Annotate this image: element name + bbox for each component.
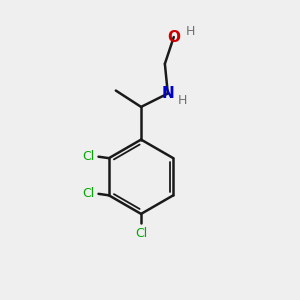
Text: Cl: Cl [82, 150, 94, 163]
Text: N: N [161, 86, 174, 101]
Text: Cl: Cl [82, 187, 94, 200]
Text: H: H [178, 94, 188, 107]
Text: H: H [185, 25, 195, 38]
Text: Cl: Cl [135, 227, 147, 240]
Text: O: O [167, 30, 180, 45]
